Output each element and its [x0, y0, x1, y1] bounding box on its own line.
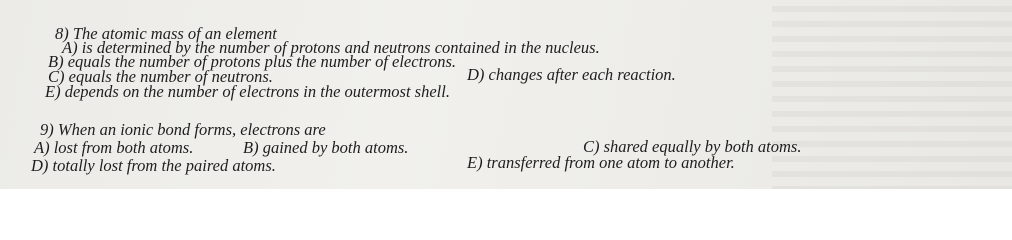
option: E) depends on the number of electrons in… — [45, 82, 450, 101]
option: D) changes after each reaction. — [467, 65, 676, 84]
page: 8) The atomic mass of an element A) is d… — [0, 0, 1012, 189]
bleed-through — [772, 0, 1012, 189]
option: E) transferred from one atom to another. — [467, 153, 735, 172]
question-stem: 8) The atomic mass of an element — [55, 24, 277, 43]
option: B) gained by both atoms. — [243, 138, 409, 157]
option: C) equals the number of neutrons. — [48, 67, 273, 86]
option: A) is determined by the number of proton… — [62, 38, 600, 57]
option: A) lost from both atoms. — [34, 138, 194, 157]
option: B) equals the number of protons plus the… — [48, 52, 457, 71]
option: C) shared equally by both atoms. — [583, 137, 802, 156]
question-stem: 9) When an ionic bond forms, electrons a… — [40, 120, 326, 139]
option: D) totally lost from the paired atoms. — [31, 156, 276, 175]
